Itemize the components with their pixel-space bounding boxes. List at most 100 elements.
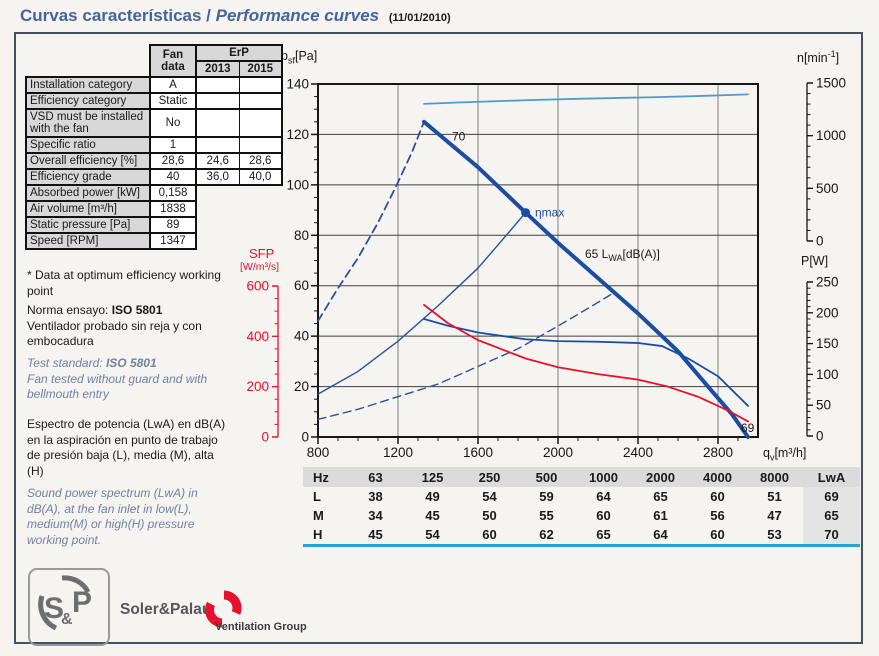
spectrum-value: 49 (425, 489, 440, 504)
group-name: Ventilation Group (215, 621, 307, 633)
sound-table-row-M: M 34 45 50 55 60 61 56 47 65 (303, 506, 860, 525)
fan-value: 1347 (149, 232, 197, 250)
svg-text:P: P (72, 586, 92, 619)
svg-text:600: 600 (246, 279, 269, 294)
spectrum-value: 45 (425, 508, 440, 523)
sfp-axis-unit: [W/m³/s] (240, 261, 280, 273)
fan-table-header-row: Fan data ErP (26, 44, 283, 78)
fan-table-row: Installation category A (25, 76, 283, 94)
erp-2013-header: 2013 (195, 60, 240, 78)
spectrum-note-es: Espectro de potencia (LwA) en dB(A) en l… (27, 417, 226, 478)
spectrum-value: 55 (539, 508, 554, 523)
row-label: Efficiency grade (25, 168, 151, 186)
fan-value: Static (149, 92, 197, 110)
erp-2013-value (195, 136, 240, 154)
svg-text:0: 0 (816, 429, 824, 444)
sound-table-row-L: L 38 49 54 59 64 65 60 51 69 (303, 487, 860, 506)
row-label: Overall efficiency [%] (25, 152, 151, 170)
spectrum-value: 34 (368, 508, 383, 523)
hz-header: Hz (303, 467, 347, 487)
svg-text:100: 100 (286, 177, 309, 192)
dynamic-pressure-curve (317, 292, 614, 421)
erp-2015-header: 2015 (238, 60, 283, 78)
svg-text:1500: 1500 (816, 76, 846, 91)
svg-text:2400: 2400 (623, 445, 653, 460)
spectrum-value: 61 (653, 508, 668, 523)
max-efficiency-point (521, 208, 531, 218)
fan-table-row: Speed [RPM] 1347 (25, 232, 282, 250)
fan-value: A (149, 76, 197, 94)
row-label: Speed [RPM] (25, 232, 151, 250)
test-standard-note-en: Test standard: ISO 5801 Fan tested witho… (27, 356, 208, 402)
freq-header: 1000 (575, 467, 632, 487)
erp-2015-value (238, 136, 283, 154)
svg-text:&: & (61, 611, 73, 628)
fan-table-row: VSD must be installed with the fan No (25, 108, 283, 138)
optimum-note: * Data at optimum efficiency working poi… (27, 268, 221, 298)
pressure-axis-label: psf[Pa] (281, 49, 318, 66)
freq-header: 2000 (632, 467, 689, 487)
erp-2015-value: 40,0 (238, 168, 283, 186)
svg-text:20: 20 (294, 379, 309, 394)
spectrum-value: 50 (482, 508, 497, 523)
lwa-header: LwA (803, 467, 860, 487)
spectrum-value: 64 (653, 527, 668, 542)
static-pressure-curve (422, 119, 750, 439)
sfp-curve (423, 303, 749, 423)
spectrum-value: 51 (767, 489, 782, 504)
title-en: Performance curves (215, 6, 380, 25)
svg-text:140: 140 (286, 77, 309, 92)
sfp-axis-label: SFP (249, 246, 275, 261)
lwa-value: 69 (803, 487, 860, 506)
spectrum-value: 38 (368, 489, 383, 504)
spectrum-note-en: Sound power spectrum (LwA) in dB(A), at … (27, 486, 198, 547)
svg-text:60: 60 (294, 278, 309, 293)
spectrum-value: 59 (539, 489, 554, 504)
spectrum-value: 62 (539, 527, 554, 542)
fan-value: 40 (149, 168, 197, 186)
svg-text:80: 80 (294, 228, 309, 243)
sp-logo-mark-icon: S & P (38, 575, 92, 631)
spectrum-value: 53 (767, 527, 782, 542)
chart-annotation: 65 LWA[dB(A)] (585, 247, 660, 263)
fan-table-row: Air volume [m³/h] 1838 (25, 200, 282, 218)
chart-annotation: 69 (741, 421, 755, 435)
speed-axis-label: n[min-1] (797, 49, 840, 66)
fan-table-row: Specific ratio 1 (25, 136, 283, 154)
spectrum-value: 47 (767, 508, 782, 523)
svg-text:200: 200 (816, 305, 839, 320)
sound-spectrum-table: Hz 63 125 250 500 1000 2000 4000 8000 Lw… (303, 467, 860, 547)
pressure-curve-stall-region (317, 120, 425, 322)
erp-2015-value (238, 76, 283, 94)
spectrum-value: 60 (596, 508, 611, 523)
title-date: (11/01/2010) (388, 12, 451, 24)
svg-text:S: S (44, 592, 64, 625)
erp-2013-value (195, 92, 240, 110)
svg-text:100: 100 (816, 367, 839, 382)
freq-header: 500 (518, 467, 575, 487)
system-resistance-curve (317, 211, 527, 395)
row-label: Specific ratio (25, 136, 151, 154)
freq-header: 63 (347, 467, 404, 487)
sp-logo-box: S & P (28, 568, 110, 646)
svg-text:0: 0 (261, 430, 269, 445)
svg-text:800: 800 (307, 445, 330, 460)
spectrum-value: 60 (710, 489, 725, 504)
spectrum-value: 45 (368, 527, 383, 542)
company-name: Soler&Palau (120, 601, 212, 618)
test-standard-note-es: Norma ensayo: ISO 5801 Ventilador probad… (27, 303, 202, 349)
spectrum-value: 65 (653, 489, 668, 504)
spectrum-value: 56 (710, 508, 725, 523)
svg-text:1600: 1600 (463, 445, 493, 460)
svg-text:120: 120 (286, 127, 309, 142)
row-label: L (313, 489, 321, 504)
fan-value: 1838 (149, 200, 197, 218)
main-panel (14, 32, 863, 644)
flow-axis-label: qv[m³/h] (763, 446, 807, 463)
row-label: Efficiency category (25, 92, 151, 110)
erp-2013-value (195, 108, 240, 138)
row-label: M (313, 508, 324, 523)
svg-text:1200: 1200 (383, 445, 413, 460)
fan-table-row: Overall efficiency [%] 28,6 24,6 28,6 (25, 152, 283, 170)
